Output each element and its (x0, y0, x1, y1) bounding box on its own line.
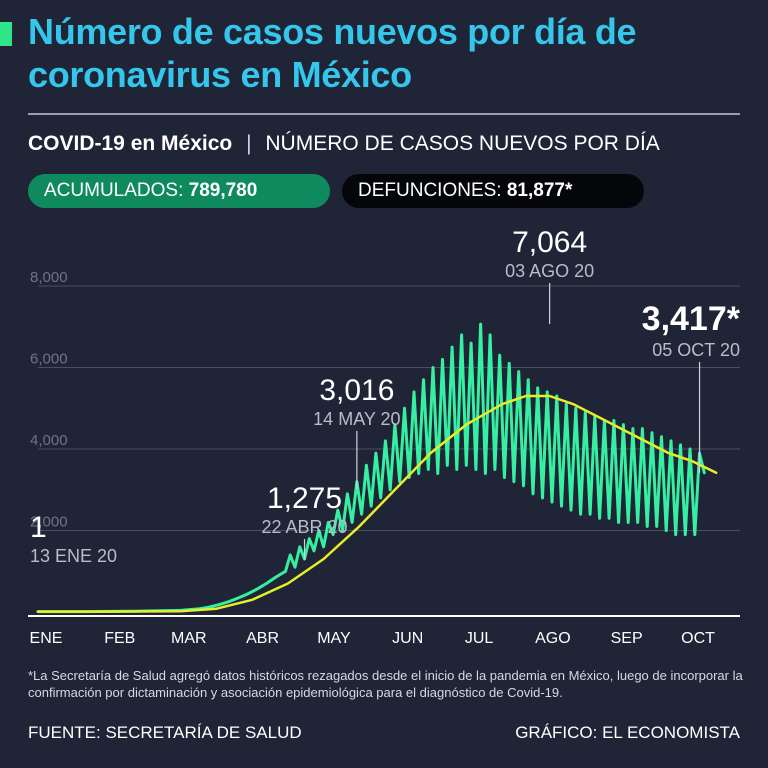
x-tick-label: FEB (104, 630, 135, 647)
graphic-credit: GRÁFICO: EL ECONOMISTA (515, 723, 740, 742)
annotation-date: 14 MAY 20 (313, 409, 400, 429)
y-tick-label: 6,000 (30, 351, 68, 368)
chart-title: Número de casos nuevos por día de corona… (28, 11, 637, 95)
accumulated-label: ACUMULADOS: (44, 180, 184, 201)
annotation-value: 3,417* (642, 300, 741, 338)
subtitle-rest: NÚMERO DE CASOS NUEVOS POR DÍA (265, 132, 660, 155)
y-tick-label: 2,000 (30, 514, 68, 531)
daily-cases-line (36, 322, 706, 614)
chart-subtitle: COVID-19 en México | NÚMERO DE CASOS NUE… (28, 132, 660, 156)
deaths-label: DEFUNCIONES: (358, 180, 502, 201)
x-tick-label: SEP (611, 630, 643, 647)
deaths-value: 81,877* (506, 180, 573, 201)
deaths-badge: DEFUNCIONES: 81,877* (342, 174, 644, 208)
annotation-value: 7,064 (512, 226, 587, 259)
accent-bar (0, 22, 12, 46)
y-tick-label: 4,000 (30, 432, 68, 449)
annotation-value: 1,275 (267, 482, 342, 515)
subtitle-strong: COVID-19 en México (28, 132, 233, 155)
y-tick-label: 8,000 (30, 269, 68, 286)
accumulated-value: 789,780 (188, 180, 258, 201)
x-tick-label: MAY (317, 630, 351, 647)
annotation-date: 13 ENE 20 (30, 546, 117, 566)
x-tick-label: OCT (681, 630, 715, 647)
trend-line (36, 394, 718, 613)
x-tick-label: ABR (246, 630, 279, 647)
source-credit: FUENTE: SECRETARÍA DE SALUD (28, 723, 302, 742)
cases-chart: 2,000 4,000 6,000 8,000 ENE FEB MAR ABR MAY JUN JU… (28, 226, 741, 647)
x-tick-label: JUL (465, 630, 494, 647)
annotation-value: 1 (30, 511, 47, 544)
accumulated-cases-badge: ACUMULADOS: 789,780 (28, 174, 330, 208)
x-tick-label: ENE (30, 630, 63, 647)
x-tick-label: AGO (535, 630, 571, 647)
title-divider (28, 113, 740, 115)
annotation-date: 03 AGO 20 (505, 261, 594, 281)
annotation-date: 22 ABR 20 (261, 517, 347, 537)
annotation-date: 05 OCT 20 (652, 340, 740, 360)
x-tick-label: JUN (392, 630, 423, 647)
annotation-value: 3,016 (319, 374, 394, 407)
subtitle-separator: | (246, 132, 252, 155)
x-tick-label: MAR (171, 630, 207, 647)
footnote: *La Secretaría de Salud agregó datos his… (28, 668, 743, 700)
